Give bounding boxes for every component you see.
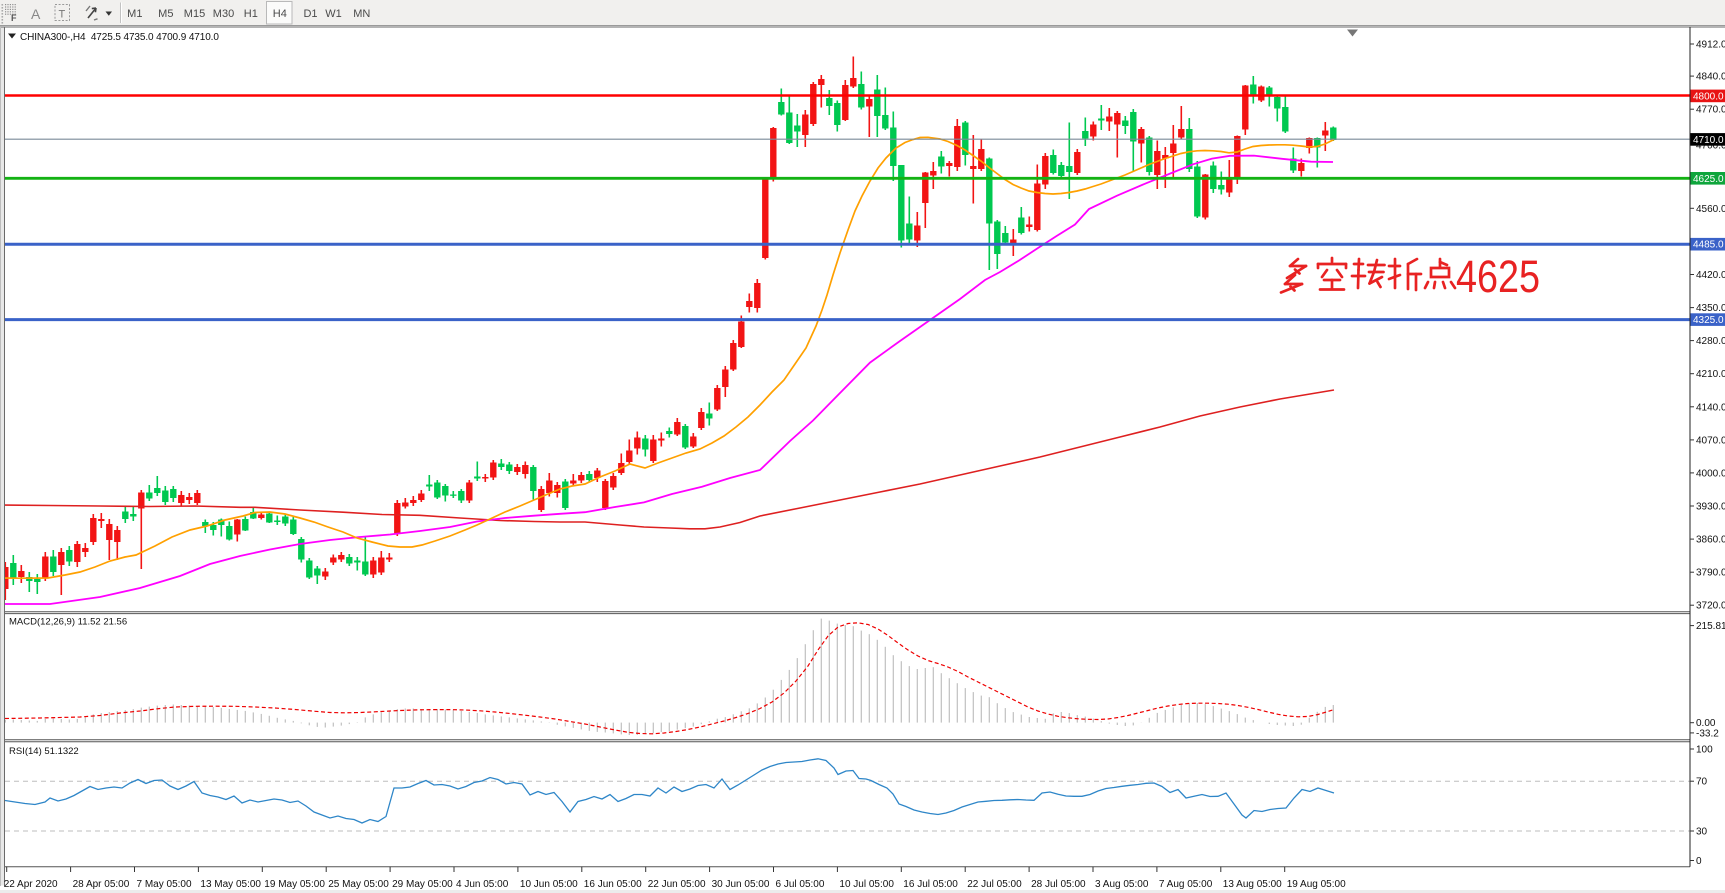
svg-text:T: T <box>59 9 66 21</box>
svg-text:4710.0: 4710.0 <box>1693 135 1724 146</box>
svg-text:29 May 05:00: 29 May 05:00 <box>392 879 453 890</box>
svg-text:70: 70 <box>1696 777 1708 788</box>
svg-text:22 Apr 2020: 22 Apr 2020 <box>4 879 58 890</box>
svg-text:30: 30 <box>1696 827 1708 838</box>
svg-text:M15: M15 <box>184 8 205 20</box>
svg-text:M5: M5 <box>158 8 173 20</box>
svg-text:W1: W1 <box>325 8 342 20</box>
svg-text:F: F <box>11 13 17 23</box>
svg-text:16 Jul 05:00: 16 Jul 05:00 <box>903 879 958 890</box>
svg-text:RSI(14) 51.1322: RSI(14) 51.1322 <box>9 746 79 757</box>
svg-text:6 Jul 05:00: 6 Jul 05:00 <box>776 879 825 890</box>
svg-text:M1: M1 <box>127 8 142 20</box>
svg-text:0.00: 0.00 <box>1696 718 1716 729</box>
svg-text:13 May 05:00: 13 May 05:00 <box>200 879 261 890</box>
svg-text:4 Jun 05:00: 4 Jun 05:00 <box>456 879 509 890</box>
svg-text:4912.0: 4912.0 <box>1696 40 1725 51</box>
svg-text:28 Jul 05:00: 28 Jul 05:00 <box>1031 879 1086 890</box>
svg-text:4625.0: 4625.0 <box>1693 174 1724 185</box>
svg-text:MN: MN <box>353 8 370 20</box>
svg-text:30 Jun 05:00: 30 Jun 05:00 <box>712 879 770 890</box>
svg-text:4800.0: 4800.0 <box>1693 91 1724 102</box>
svg-text:4000.0: 4000.0 <box>1696 468 1725 479</box>
svg-text:4070.0: 4070.0 <box>1696 435 1725 446</box>
svg-text:7 May 05:00: 7 May 05:00 <box>137 879 192 890</box>
svg-text:4700.0: 4700.0 <box>1696 141 1725 152</box>
svg-text:4770.0: 4770.0 <box>1696 105 1725 116</box>
svg-text:22 Jul 05:00: 22 Jul 05:00 <box>967 879 1022 890</box>
svg-text:3 Aug 05:00: 3 Aug 05:00 <box>1095 879 1149 890</box>
svg-text:3860.0: 3860.0 <box>1696 535 1725 546</box>
svg-text:215.81: 215.81 <box>1696 621 1725 632</box>
svg-text:22 Jun 05:00: 22 Jun 05:00 <box>648 879 706 890</box>
svg-text:4840.0: 4840.0 <box>1696 72 1725 83</box>
svg-text:H1: H1 <box>244 8 258 20</box>
svg-text:4625: 4625 <box>1456 251 1540 302</box>
svg-text:4485.0: 4485.0 <box>1693 240 1724 251</box>
svg-text:4560.0: 4560.0 <box>1696 204 1725 215</box>
svg-text:4325.0: 4325.0 <box>1693 315 1724 326</box>
svg-text:3790.0: 3790.0 <box>1696 568 1725 579</box>
svg-text:-33.2: -33.2 <box>1696 728 1719 739</box>
svg-text:D1: D1 <box>303 8 317 20</box>
svg-text:MACD(12,26,9) 11.52 21.56: MACD(12,26,9) 11.52 21.56 <box>9 617 127 628</box>
svg-text:100: 100 <box>1696 745 1713 756</box>
svg-text:4140.0: 4140.0 <box>1696 402 1725 413</box>
svg-text:16 Jun 05:00: 16 Jun 05:00 <box>584 879 642 890</box>
svg-text:CHINA300-,H4 4725.5 4735.0 47: CHINA300-,H4 4725.5 4735.0 4700.9 4710.0 <box>20 32 219 43</box>
svg-text:H4: H4 <box>273 8 287 20</box>
svg-text:3930.0: 3930.0 <box>1696 502 1725 513</box>
svg-text:7 Aug 05:00: 7 Aug 05:00 <box>1159 879 1213 890</box>
svg-text:19 May 05:00: 19 May 05:00 <box>264 879 325 890</box>
svg-text:10 Jul 05:00: 10 Jul 05:00 <box>839 879 894 890</box>
svg-text:0: 0 <box>1696 856 1702 867</box>
svg-text:M30: M30 <box>213 8 234 20</box>
svg-text:4280.0: 4280.0 <box>1696 336 1725 347</box>
svg-text:13 Aug 05:00: 13 Aug 05:00 <box>1223 879 1282 890</box>
svg-text:19 Aug 05:00: 19 Aug 05:00 <box>1287 879 1346 890</box>
svg-text:4210.0: 4210.0 <box>1696 369 1725 380</box>
svg-text:28 Apr 05:00: 28 Apr 05:00 <box>73 879 130 890</box>
svg-text:3720.0: 3720.0 <box>1696 601 1725 612</box>
svg-text:4420.0: 4420.0 <box>1696 270 1725 281</box>
svg-text:25 May 05:00: 25 May 05:00 <box>328 879 389 890</box>
svg-text:A: A <box>31 6 41 22</box>
svg-text:4350.0: 4350.0 <box>1696 303 1725 314</box>
svg-text:10 Jun 05:00: 10 Jun 05:00 <box>520 879 578 890</box>
